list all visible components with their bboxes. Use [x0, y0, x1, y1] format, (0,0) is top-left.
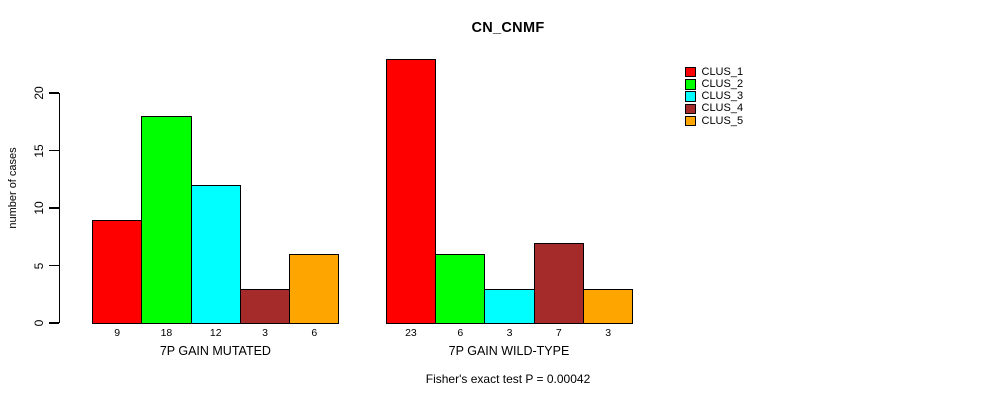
bar-wild-type-clus-5 — [583, 288, 634, 324]
y-axis-tick — [49, 264, 59, 267]
legend: CLUS_1 CLUS_2 CLUS_3 CLUS_4 CLUS_5 — [685, 66, 815, 141]
legend-label: CLUS_2 — [701, 77, 744, 90]
y-axis-tick — [49, 92, 59, 94]
bar-value-label: 6 — [457, 327, 464, 339]
legend-swatch — [685, 79, 696, 90]
legend-label: CLUS_1 — [701, 65, 744, 78]
legend-swatch — [685, 66, 696, 78]
legend-item: CLUS_5 — [685, 115, 743, 127]
fisher-test-annotation: Fisher's exact test P = 0.00042 — [425, 372, 591, 386]
bar-value-label: 3 — [262, 327, 268, 339]
x-group-label-mutated: 7P GAIN MUTATED — [159, 344, 271, 358]
legend-item: CLUS_3 — [685, 91, 743, 103]
bar-value-label: 3 — [605, 327, 612, 339]
bar-mutated-clus-1 — [92, 219, 143, 324]
legend-swatch — [685, 91, 696, 102]
y-axis-tick-label: 5 — [32, 262, 46, 269]
legend-item: CLUS_2 — [685, 78, 743, 90]
legend-swatch — [685, 103, 696, 115]
bar-mutated-clus-4 — [239, 288, 291, 324]
y-axis-tick — [49, 149, 59, 152]
y-axis-tick-label: 0 — [32, 319, 46, 327]
legend-label: CLUS_3 — [701, 90, 744, 103]
x-group-label-wild-type: 7P GAIN WILD-TYPE — [448, 344, 570, 358]
y-axis-tick-label: 15 — [32, 143, 46, 158]
bar-mutated-clus-5 — [289, 254, 340, 324]
bar-value-label: 3 — [506, 327, 513, 339]
y-axis-tick — [49, 207, 59, 209]
legend-swatch — [685, 115, 696, 127]
bar-wild-type-clus-2 — [435, 254, 486, 324]
bar-wild-type-clus-3 — [484, 288, 535, 324]
chart-title: CN_CNMF — [471, 20, 545, 36]
bar-value-label: 23 — [405, 327, 417, 339]
legend-item: CLUS_4 — [685, 103, 743, 115]
legend-label: CLUS_4 — [701, 102, 744, 115]
legend-label: CLUS_5 — [701, 114, 744, 127]
bar-value-label: 9 — [114, 327, 121, 339]
y-axis-line — [59, 93, 61, 323]
bar-wild-type-clus-4 — [533, 242, 584, 324]
bar-value-label: 12 — [209, 327, 222, 339]
bar-value-label: 6 — [311, 327, 318, 339]
bar-value-label: 18 — [160, 327, 173, 339]
y-axis-tick-label: 10 — [32, 201, 46, 215]
bar-wild-type-clus-1 — [385, 58, 437, 324]
bar-value-label: 7 — [555, 327, 562, 339]
y-axis-tick — [49, 322, 59, 324]
bar-mutated-clus-2 — [141, 116, 192, 324]
y-axis-tick-label: 20 — [32, 86, 46, 100]
legend-item: CLUS_1 — [685, 66, 743, 78]
bar-mutated-clus-3 — [190, 185, 241, 324]
